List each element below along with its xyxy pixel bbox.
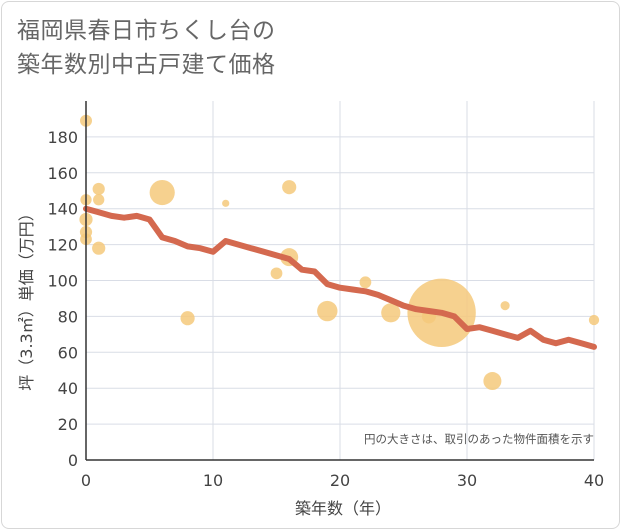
x-axis-label: 築年数（年） [295, 499, 391, 518]
bubble-size-note: 円の大きさは、取引のあった物件面積を示す [364, 432, 594, 446]
y-axis-label: 坪（3.3㎡）単価（万円） [17, 205, 36, 390]
x-tick-label-10: 10 [203, 471, 223, 490]
y-tick-label-80: 80 [58, 307, 78, 326]
bubble-point-19 [483, 372, 502, 391]
y-tick-label-140: 140 [47, 200, 78, 219]
bubble-point-13 [270, 267, 283, 280]
y-tick-label-60: 60 [58, 343, 78, 362]
bubble-point-14 [317, 300, 338, 322]
bubble-point-5 [92, 182, 105, 196]
bubble-point-7 [92, 241, 106, 255]
bubble-point-6 [93, 194, 105, 206]
bubble-point-8 [149, 179, 175, 206]
chart-title-line-1: 福岡県春日市ちくし台の [17, 18, 276, 44]
x-tick-label-30: 30 [457, 471, 477, 490]
bubble-point-9 [180, 311, 195, 326]
x-tick-label-40: 40 [584, 471, 604, 490]
bubble-point-10 [222, 199, 230, 207]
axes [85, 101, 594, 461]
y-tick-label-20: 20 [58, 415, 78, 434]
y-tick-label-0: 0 [68, 451, 78, 470]
y-tick-label-160: 160 [47, 164, 78, 183]
bubble-series [79, 114, 600, 391]
bubble-point-11 [282, 180, 297, 195]
y-tick-label-180: 180 [47, 128, 78, 147]
y-tick-label-100: 100 [47, 272, 78, 291]
tick-labels: 0 20 40 60 80 100 120 140 160 180 0 10 20 30 40 [47, 128, 604, 490]
chart-title-line-2: 築年数別中古戸建て価格 [17, 52, 276, 78]
bubble-point-15 [359, 276, 372, 289]
grid-lines [86, 101, 595, 460]
bubble-point-16 [381, 303, 401, 323]
chart-title: 福岡県春日市ちくし台の 築年数別中古戸建て価格 [17, 14, 276, 82]
x-tick-label-20: 20 [330, 471, 350, 490]
x-tick-label-0: 0 [81, 471, 91, 490]
average-price-line [83, 205, 597, 350]
y-tick-label-40: 40 [58, 379, 78, 398]
bubble-point-20 [500, 301, 510, 311]
y-tick-label-120: 120 [47, 236, 78, 255]
bubble-point-21 [588, 314, 600, 326]
